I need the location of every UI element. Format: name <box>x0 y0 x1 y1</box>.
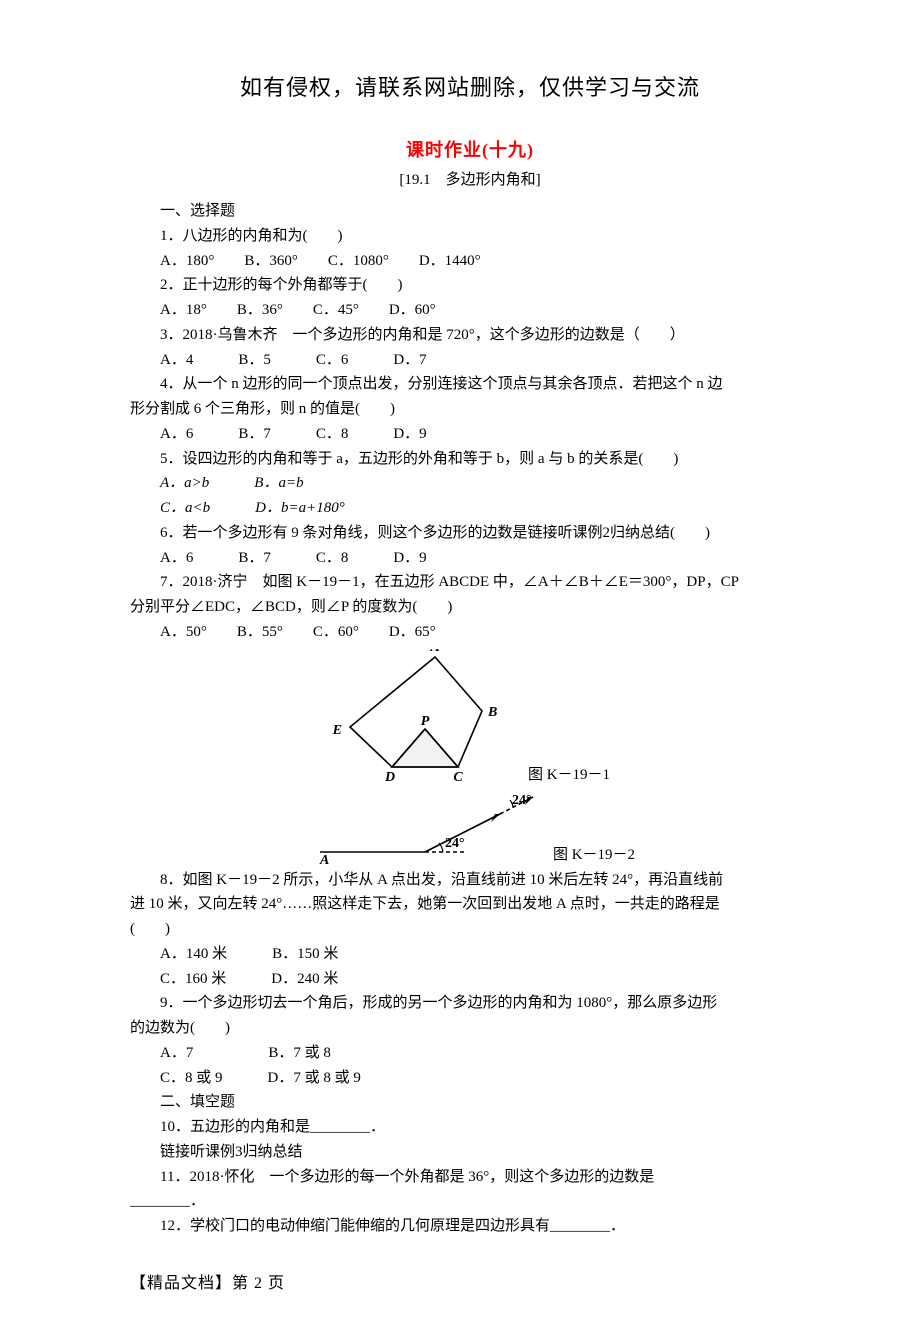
question-4-line2: 形分割成 6 个三角形，则 n 的值是( ) <box>130 397 810 422</box>
question-8-line3: ( ) <box>130 917 810 942</box>
question-9-options-2: C．8 或 9 D．7 或 8 或 9 <box>130 1066 810 1091</box>
question-3: 3．2018·乌鲁木齐 一个多边形的内角和是 720°，这个多边形的边数是（ ） <box>130 323 810 348</box>
question-10-link: 链接听课例3归纳总结 <box>130 1140 810 1165</box>
question-9-line1: 9．一个多边形切去一个角后，形成的另一个多边形的内角和为 1080°，那么原多边… <box>130 991 810 1016</box>
question-6-options: A．6 B．7 C．8 D．9 <box>130 546 810 571</box>
question-7-line1: 7．2018·济宁 如图 K－19－1，在五边形 ABCDE 中，∠A＋∠B＋∠… <box>130 570 810 595</box>
question-1: 1．八边形的内角和为( ) <box>130 224 810 249</box>
top-notice: 如有侵权，请联系网站删除，仅供学习与交流 <box>130 70 810 102</box>
fig1-label-C: C <box>453 770 463 784</box>
figure-2-svg: A 24° 24° <box>305 784 545 864</box>
question-7-line2: 分别平分∠EDC，∠BCD，则∠P 的度数为( ) <box>130 595 810 620</box>
question-5-options-1: A．a>b B．a=b <box>130 471 810 496</box>
question-1-options: A．180° B．360° C．1080° D．1440° <box>130 249 810 274</box>
lesson-title: 课时作业(十九) <box>130 136 810 162</box>
question-5: 5．设四边形的内角和等于 a，五边形的外角和等于 b，则 a 与 b 的关系是(… <box>130 447 810 472</box>
question-8-options-2: C．160 米 D．240 米 <box>130 967 810 992</box>
question-8-line2: 进 10 米，又向左转 24°……照这样走下去，她第一次回到出发地 A 点时，一… <box>130 892 810 917</box>
section-heading-2: 二、填空题 <box>130 1090 810 1115</box>
figure-1-caption: 图 K－19－1 <box>528 763 610 784</box>
figure-2-row: A 24° 24° 图 K－19－2 <box>305 784 635 864</box>
figure-1-svg: A B C D E P <box>330 649 520 784</box>
lesson-subtitle: [19.1 多边形内角和] <box>130 168 810 189</box>
fig1-label-B: B <box>487 705 497 720</box>
fig1-label-D: D <box>384 770 395 784</box>
fig2-label-A: A <box>319 853 329 864</box>
question-8-line1: 8．如图 K－19－2 所示，小华从 A 点出发，沿直线前进 10 米后左转 2… <box>130 868 810 893</box>
question-11-line2: ________． <box>130 1189 810 1214</box>
fig1-label-A: A <box>429 649 439 655</box>
question-11-line1: 11．2018·怀化 一个多边形的每一个外角都是 36°，则这个多边形的边数是 <box>130 1165 810 1190</box>
question-7-options: A．50° B．55° C．60° D．65° <box>130 620 810 645</box>
section-heading-1: 一、选择题 <box>130 199 810 224</box>
question-4-options: A．6 B．7 C．8 D．9 <box>130 422 810 447</box>
question-5-options-2: C．a<b D．b=a+180° <box>130 496 810 521</box>
question-10: 10．五边形的内角和是________． <box>130 1115 810 1140</box>
question-6: 6．若一个多边形有 9 条对角线，则这个多边形的边数是链接听课例2归纳总结( ) <box>130 521 810 546</box>
figures-block: A B C D E P 图 K－19－1 <box>130 649 810 864</box>
question-4-line1: 4．从一个 n 边形的同一个顶点出发，分别连接这个顶点与其余各顶点．若把这个 n… <box>130 372 810 397</box>
question-8-options-1: A．140 米 B．150 米 <box>130 942 810 967</box>
page-footer: 【精品文档】第 2 页 <box>130 1269 810 1293</box>
question-3-options: A．4 B．5 C．6 D．7 <box>130 348 810 373</box>
fig2-angle-2: 24° <box>512 793 532 808</box>
figure-1-row: A B C D E P 图 K－19－1 <box>330 649 610 784</box>
question-2: 2．正十边形的每个外角都等于( ) <box>130 273 810 298</box>
fig2-angle-1: 24° <box>445 836 465 851</box>
question-12: 12．学校门口的电动伸缩门能伸缩的几何原理是四边形具有________． <box>130 1214 810 1239</box>
fig1-label-P: P <box>421 714 430 729</box>
fig1-label-E: E <box>332 723 342 738</box>
question-9-line2: 的边数为( ) <box>130 1016 810 1041</box>
question-9-options-1: A．7 B．7 或 8 <box>130 1041 810 1066</box>
figure-2-caption: 图 K－19－2 <box>553 843 635 864</box>
question-2-options: A．18° B．36° C．45° D．60° <box>130 298 810 323</box>
